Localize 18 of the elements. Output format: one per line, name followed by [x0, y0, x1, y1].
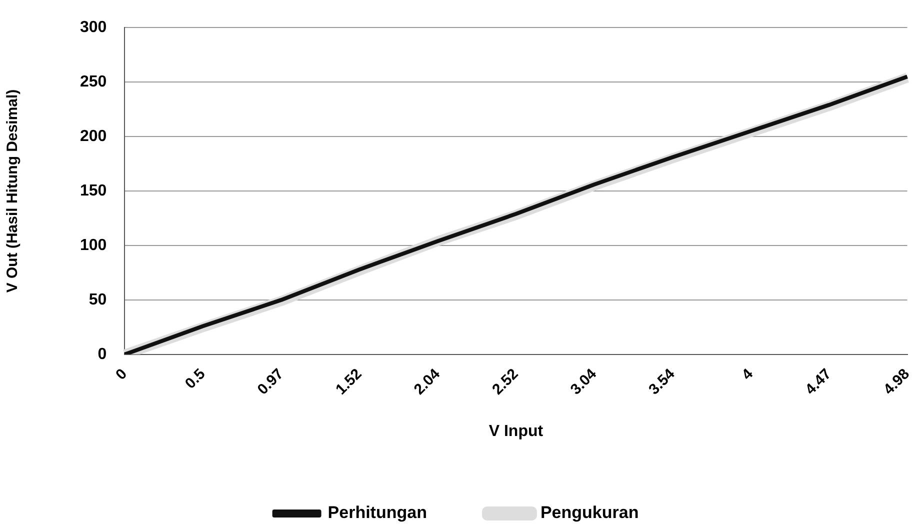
y-tick-label: 200 [80, 128, 107, 145]
x-tick-label: 0 [112, 366, 130, 384]
y-tick-label: 250 [80, 73, 107, 90]
x-tick-label: 4 [738, 365, 757, 384]
y-tick-label: 0 [98, 346, 107, 363]
y-tick-label: 100 [80, 236, 107, 254]
y-tick-label: 50 [88, 291, 107, 308]
x-tick-label: 3.54 [646, 365, 679, 398]
legend-label: Perhitungan [328, 503, 427, 522]
x-tick-label: 4.98 [880, 366, 914, 398]
y-tick-label: 150 [80, 182, 107, 200]
y-axis-title: V Out (Hasil Hitung Desimal) [4, 89, 22, 293]
x-axis-title: V Input [488, 422, 544, 440]
legend-label: Pengukuran [540, 503, 639, 522]
x-tick-label: 0.5 [182, 366, 209, 392]
y-tick-label: 300 [80, 19, 107, 36]
x-tick-label: 0.97 [254, 366, 287, 398]
x-tick-label: 3.04 [567, 365, 600, 398]
